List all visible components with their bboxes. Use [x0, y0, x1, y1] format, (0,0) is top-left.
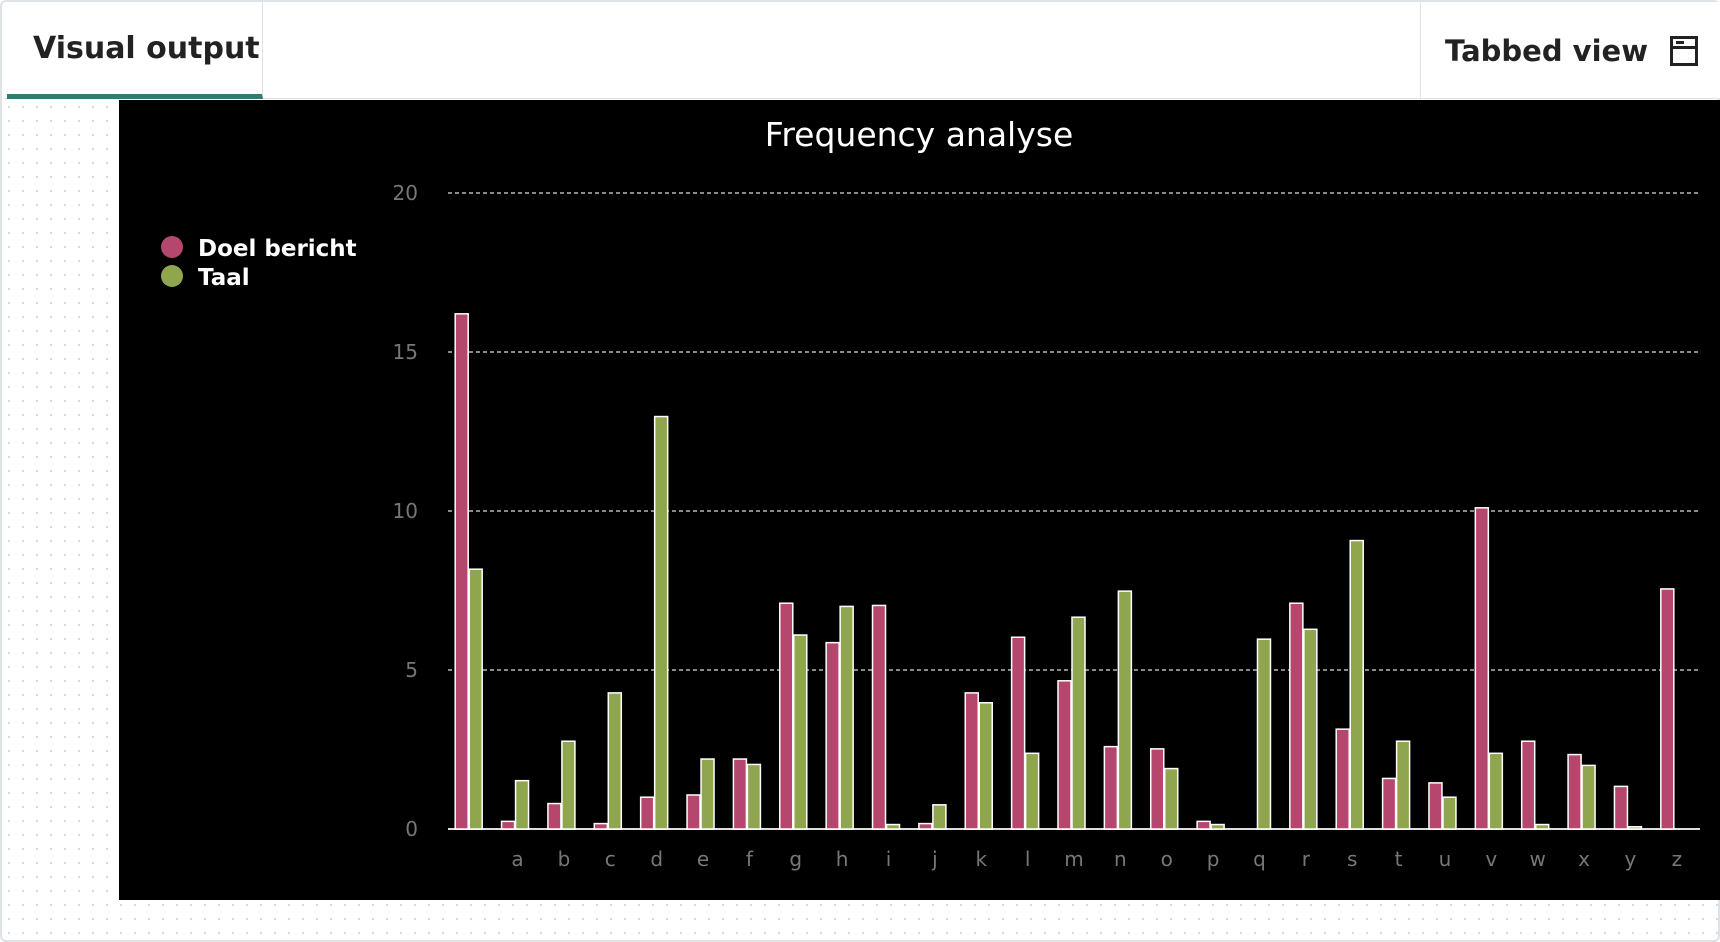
y-tick-label: 20 — [393, 181, 418, 205]
bar-doel-bericht-f — [732, 758, 748, 830]
x-tick-label: b — [558, 847, 571, 871]
bar-taal-blank — [468, 568, 483, 830]
bar-doel-bericht-i — [871, 604, 887, 830]
bar-taal-q — [1256, 638, 1272, 830]
bar-doel-bericht-t — [1381, 777, 1397, 830]
bar-doel-bericht-o — [1149, 748, 1165, 830]
x-tick-label: e — [697, 847, 709, 871]
bar-taal-w — [1534, 823, 1550, 830]
legend-label: Taal — [198, 265, 250, 291]
legend-swatch — [161, 265, 183, 287]
bar-taal-p — [1210, 823, 1225, 830]
bar-doel-bericht-u — [1428, 782, 1443, 830]
bar-doel-bericht-b — [547, 802, 562, 830]
bar-taal-v — [1488, 752, 1504, 830]
x-tick-label: x — [1578, 847, 1590, 871]
legend-swatch — [161, 236, 183, 258]
bar-taal-o — [1163, 767, 1179, 830]
bar-taal-j — [932, 804, 947, 830]
bar-doel-bericht-m — [1057, 680, 1072, 830]
bar-taal-e — [700, 758, 715, 830]
bar-taal-m — [1071, 616, 1086, 830]
x-tick-label: a — [511, 847, 523, 871]
bar-taal-f — [746, 763, 762, 830]
x-tick-label: y — [1625, 847, 1637, 871]
y-tick-label: 0 — [405, 817, 418, 841]
bar-taal-k — [978, 702, 994, 830]
tabbed-view-button[interactable]: Tabbed view — [1420, 2, 1720, 99]
tab-bar: Visual output Tabbed view — [4, 2, 1720, 99]
bar-taal-u — [1442, 796, 1457, 830]
x-tick-label: i — [886, 847, 892, 871]
frequency-chart: Frequency analyse Doel bericht Taal 0 5 10 1… — [119, 100, 1720, 900]
x-tick-label: g — [789, 847, 802, 871]
x-tick-label: v — [1485, 847, 1497, 871]
chart-svg: Frequency analyse Doel bericht Taal 0 5 10 1… — [161, 115, 1700, 871]
bar-doel-bericht-k — [964, 692, 980, 830]
x-tick-label: c — [605, 847, 616, 871]
y-tick-label: 10 — [393, 499, 418, 523]
bar-taal-c — [607, 692, 623, 830]
x-tick-label: h — [836, 847, 849, 871]
bar-doel-bericht-e — [686, 794, 701, 830]
bar-doel-bericht-r — [1289, 602, 1304, 830]
legend-label: Doel bericht — [198, 236, 357, 262]
bar-taal-h — [839, 605, 854, 830]
bar-taal-y — [1627, 826, 1643, 830]
bar-taal-l — [1024, 752, 1040, 830]
bar-doel-bericht-n — [1103, 745, 1119, 830]
x-tick-label: w — [1530, 847, 1546, 871]
bar-doel-bericht-z — [1660, 588, 1675, 830]
bar-taal-x — [1581, 764, 1596, 830]
bar-doel-bericht-h — [825, 641, 840, 830]
bar-taal-r — [1303, 628, 1318, 830]
window-layout-icon — [1670, 35, 1698, 66]
bar-doel-bericht-y — [1613, 785, 1629, 830]
bar-taal-a — [514, 779, 530, 830]
bar-taal-s — [1349, 539, 1364, 830]
x-tick-label: f — [746, 847, 754, 871]
bar-doel-bericht-a — [500, 820, 516, 830]
chart-title: Frequency analyse — [765, 115, 1074, 154]
x-tick-label: t — [1395, 847, 1403, 871]
x-tick-label: s — [1347, 847, 1357, 871]
y-tick-label: 15 — [393, 340, 418, 364]
bar-doel-bericht-c — [593, 822, 609, 830]
bar-doel-bericht-j — [918, 822, 933, 830]
bar-doel-bericht-w — [1520, 740, 1536, 830]
bar-doel-bericht-g — [779, 602, 794, 830]
bar-taal-t — [1395, 740, 1411, 830]
x-tick-label: n — [1114, 847, 1127, 871]
x-tick-label: j — [931, 847, 938, 871]
x-tick-label: m — [1064, 847, 1083, 871]
bar-doel-bericht-s — [1335, 728, 1350, 830]
bar-doel-bericht-p — [1196, 820, 1211, 830]
bar-taal-n — [1117, 590, 1133, 830]
tab-visual-output[interactable]: Visual output — [7, 2, 263, 99]
x-tick-label: z — [1672, 847, 1683, 871]
x-tick-label: d — [650, 847, 663, 871]
bar-taal-b — [561, 740, 576, 830]
x-tick-label: l — [1025, 847, 1031, 871]
bar-taal-d — [653, 415, 669, 830]
bar-doel-bericht-v — [1474, 507, 1490, 830]
x-tick-label: o — [1161, 847, 1173, 871]
bar-taal-g — [793, 634, 808, 830]
bar-doel-bericht-x — [1567, 753, 1582, 830]
x-tick-label: p — [1207, 847, 1220, 871]
bar-doel-bericht-l — [1010, 636, 1026, 830]
x-tick-label: q — [1253, 847, 1266, 871]
y-tick-label: 5 — [405, 658, 418, 682]
bar-doel-bericht-blank — [454, 313, 469, 830]
x-tick-label: u — [1439, 847, 1452, 871]
bar-doel-bericht-d — [639, 796, 655, 830]
tabbed-view-label: Tabbed view — [1445, 33, 1648, 68]
x-tick-label: r — [1302, 847, 1311, 871]
bar-taal-i — [885, 823, 901, 830]
x-tick-label: k — [975, 847, 987, 871]
